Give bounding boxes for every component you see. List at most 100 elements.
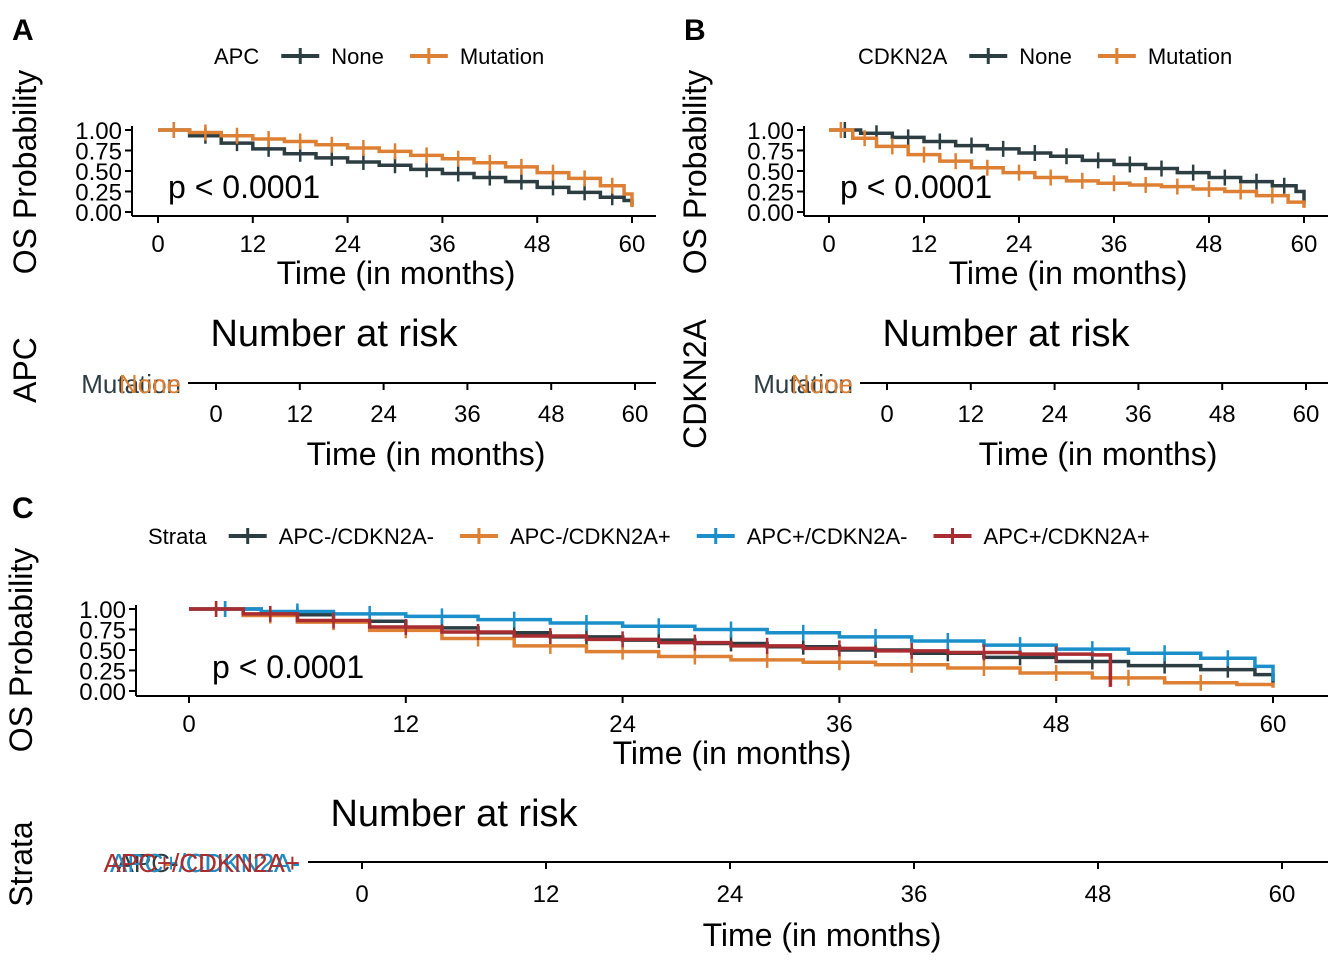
- x-tick-label: 36: [429, 231, 456, 258]
- legend-label: None: [331, 44, 384, 69]
- legend-item: Mutation: [1097, 44, 1232, 69]
- risk-x-tick-label: 36: [454, 401, 481, 428]
- y-tick-label: 0.75: [79, 618, 126, 645]
- x-tick-label: 48: [1196, 231, 1223, 258]
- legend-item: None: [281, 44, 384, 69]
- survival-curve: [829, 128, 1306, 204]
- risk-x-tick-label: 12: [533, 881, 560, 908]
- legend-label: APC-/CDKN2A+: [510, 524, 671, 549]
- risk-x-tick-label: 12: [957, 401, 984, 428]
- risk-x-tick-label: 48: [1209, 401, 1236, 428]
- legend-item: Mutation: [409, 44, 544, 69]
- risk-x-tick-label: 48: [1085, 881, 1112, 908]
- risk-x-tick-label: 24: [717, 881, 744, 908]
- risk-table-title: Number at risk: [330, 793, 578, 835]
- y-axis-title: OS Probability: [3, 548, 39, 753]
- p-value-label: p < 0.0001: [840, 169, 992, 205]
- survival-curve: [829, 128, 1306, 208]
- legend-label: APC+/CDKN2A+: [984, 524, 1150, 549]
- x-axis-title: Time (in months): [613, 735, 852, 771]
- legend-item: APC+/CDKN2A+: [933, 524, 1150, 549]
- x-tick-label: 60: [619, 231, 646, 258]
- risk-x-tick-label: 60: [622, 401, 649, 428]
- legend-item: None: [969, 44, 1072, 69]
- p-value-label: p < 0.0001: [168, 169, 320, 205]
- risk-x-tick-label: 12: [286, 401, 313, 428]
- risk-x-tick-label: 24: [370, 401, 397, 428]
- panel-c-label: C: [12, 492, 34, 525]
- x-tick-label: 0: [182, 711, 195, 738]
- x-tick-label: 24: [1006, 231, 1033, 258]
- risk-x-tick-label: 36: [901, 881, 928, 908]
- y-tick-label: 0.50: [75, 159, 122, 186]
- risk-row-label: APC+/CDKN2A+: [103, 848, 300, 878]
- x-tick-label: 48: [1043, 711, 1070, 738]
- risk-x-tick-label: 0: [880, 401, 893, 428]
- risk-x-tick-label: 60: [1269, 881, 1296, 908]
- x-tick-label: 24: [334, 231, 361, 258]
- risk-table-title: Number at risk: [882, 313, 1130, 355]
- risk-x-tick-label: 24: [1041, 401, 1068, 428]
- risk-row-label: None: [791, 369, 853, 399]
- panel-a-label: A: [12, 14, 34, 47]
- x-tick-label: 48: [524, 231, 551, 258]
- risk-x-axis-title: Time (in months): [307, 436, 546, 472]
- legend-item: APC+/CDKN2A-: [696, 524, 908, 549]
- risk-table-ylabel: CDKN2A: [677, 318, 713, 448]
- y-axis-title: OS Probability: [7, 70, 43, 275]
- x-axis-title: Time (in months): [277, 255, 516, 291]
- x-axis-title: Time (in months): [949, 255, 1188, 291]
- p-value-label: p < 0.0001: [212, 649, 364, 685]
- legend-title: CDKN2A: [858, 44, 948, 69]
- x-tick-label: 36: [826, 711, 853, 738]
- risk-x-axis-title: Time (in months): [979, 436, 1218, 472]
- legend-label: APC+/CDKN2A-: [747, 524, 908, 549]
- risk-table-ylabel: APC: [7, 337, 43, 403]
- x-tick-label: 12: [911, 231, 938, 258]
- risk-x-tick-label: 60: [1293, 401, 1320, 428]
- legend-label: APC-/CDKN2A-: [279, 524, 434, 549]
- y-tick-label: 1.00: [75, 118, 122, 145]
- y-tick-label: 0.00: [747, 200, 794, 227]
- risk-x-tick-label: 36: [1125, 401, 1152, 428]
- y-tick-label: 0.75: [747, 139, 794, 166]
- legend-item: APC-/CDKN2A+: [459, 524, 671, 549]
- risk-row-label: Mutation: [753, 369, 853, 399]
- y-tick-label: 0.25: [79, 659, 126, 686]
- x-tick-label: 36: [1101, 231, 1128, 258]
- x-tick-label: 60: [1260, 711, 1287, 738]
- risk-row-label: APC-/CDKN2A-: [117, 848, 300, 878]
- legend-title: APC: [214, 44, 259, 69]
- survival-curve: [189, 607, 1275, 682]
- survival-curve: [189, 607, 1113, 687]
- x-tick-label: 0: [151, 231, 164, 258]
- risk-row-label: APC-/CDKN2A+: [110, 848, 300, 878]
- y-tick-label: 0.50: [79, 638, 126, 665]
- x-tick-label: 12: [239, 231, 266, 258]
- legend-label: Mutation: [1148, 44, 1232, 69]
- y-axis-title: OS Probability: [677, 70, 713, 275]
- risk-x-axis-title: Time (in months): [703, 917, 942, 953]
- y-tick-label: 0.50: [747, 159, 794, 186]
- risk-row-label: Mutation: [81, 369, 181, 399]
- x-tick-label: 0: [822, 231, 835, 258]
- legend-title: Strata: [148, 524, 207, 549]
- survival-curve: [158, 128, 634, 206]
- x-tick-label: 12: [392, 711, 419, 738]
- legend-label: None: [1019, 44, 1072, 69]
- x-tick-label: 60: [1291, 231, 1318, 258]
- x-tick-label: 24: [609, 711, 636, 738]
- survival-curve: [158, 128, 634, 208]
- risk-table-ylabel: Strata: [3, 821, 39, 907]
- panel-b-label: B: [684, 14, 706, 47]
- legend-item: APC-/CDKN2A-: [228, 524, 434, 549]
- risk-x-tick-label: 0: [209, 401, 222, 428]
- legend-label: Mutation: [460, 44, 544, 69]
- risk-x-tick-label: 0: [355, 881, 368, 908]
- y-tick-label: 0.00: [79, 679, 126, 706]
- risk-row-label: APC+/CDKN2A-: [110, 848, 300, 878]
- y-tick-label: 0.25: [75, 180, 122, 207]
- risk-table-title: Number at risk: [210, 313, 458, 355]
- y-tick-label: 0.75: [75, 139, 122, 166]
